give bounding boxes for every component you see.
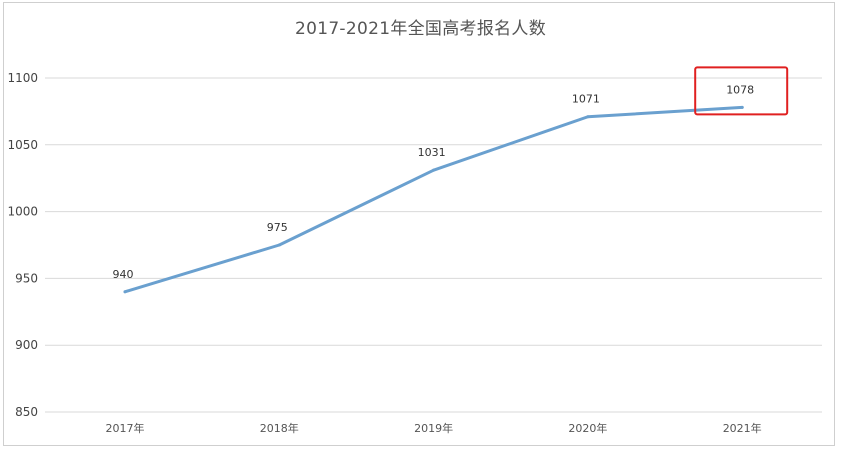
data-point [740, 105, 744, 109]
x-axis-ticks: 2017年 2018年 2019年 2020年 2021年 [106, 421, 762, 435]
x-tick-label: 2020年 [568, 421, 607, 435]
data-point [277, 243, 281, 247]
y-tick-label: 850 [15, 405, 38, 419]
data-point [123, 290, 127, 294]
x-tick-label: 2018年 [260, 421, 299, 435]
x-tick-label: 2017年 [106, 421, 145, 435]
data-point [432, 168, 436, 172]
highlight-box [694, 66, 789, 116]
data-label: 975 [267, 221, 288, 234]
highlight-box-group [694, 66, 789, 116]
y-tick-label: 1000 [7, 205, 38, 219]
x-tick-label: 2019年 [414, 421, 453, 435]
series-line [123, 105, 744, 294]
y-axis-ticks: 850 900 950 1000 1050 1100 [7, 71, 38, 419]
data-labels: 940 975 1031 1071 1078 [113, 83, 755, 280]
y-tick-label: 1050 [7, 138, 38, 152]
data-label: 1071 [572, 93, 600, 106]
y-tick-label: 950 [15, 271, 38, 285]
data-label: 1031 [418, 146, 446, 159]
gridlines [45, 77, 822, 413]
y-tick-label: 900 [15, 338, 38, 352]
chart-frame [3, 2, 835, 446]
data-label: 940 [113, 268, 134, 281]
y-tick-label: 1100 [7, 71, 38, 85]
data-label: 1078 [726, 83, 754, 96]
data-point [586, 115, 590, 119]
chart-title: 2017-2021年全国高考报名人数 [294, 19, 547, 39]
x-tick-label: 2021年 [723, 421, 762, 435]
series-line-group [123, 105, 744, 294]
